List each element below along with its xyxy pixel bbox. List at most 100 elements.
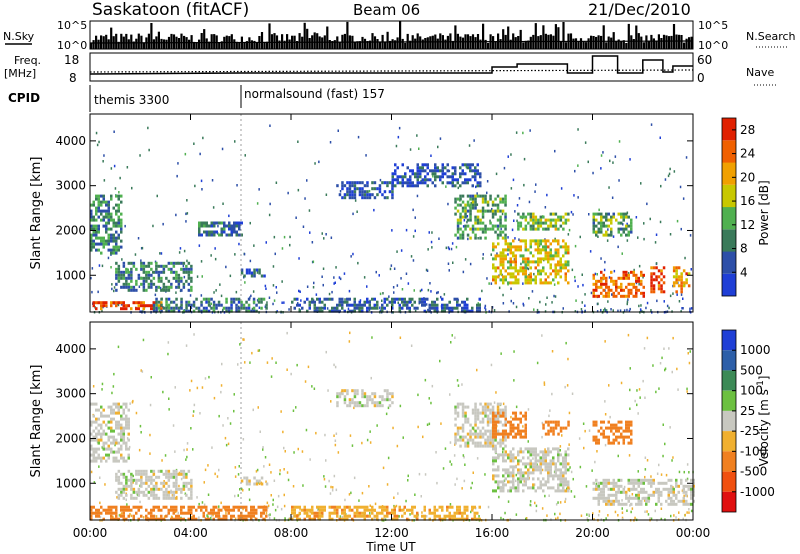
echo-cell	[519, 474, 522, 478]
echo-cell	[413, 306, 416, 310]
echo-cell	[122, 264, 126, 268]
echo-cell	[428, 508, 431, 512]
echo-cell	[514, 417, 517, 421]
echo-cell	[115, 456, 118, 460]
echo-cell	[90, 517, 93, 521]
echo-cell	[496, 441, 500, 445]
echo-speck	[350, 255, 352, 258]
echo-speck	[190, 427, 192, 430]
echo-cell	[615, 285, 618, 289]
echo-cell	[459, 184, 462, 188]
echo-cell	[672, 269, 676, 273]
echo-cell	[363, 508, 366, 512]
echo-cell	[155, 288, 158, 292]
echo-cell	[105, 230, 108, 234]
echo-cell	[512, 456, 515, 460]
echo-speck	[118, 514, 121, 517]
echo-cell	[358, 514, 361, 518]
echo-cell	[255, 268, 259, 272]
echo-cell	[559, 429, 563, 433]
echo-cell	[567, 218, 570, 222]
echo-cell	[512, 477, 515, 481]
echo-cell	[202, 297, 206, 301]
colorbar-tick-label: 4	[740, 265, 748, 279]
echo-speck	[307, 365, 310, 369]
echo-cell	[557, 248, 560, 252]
colorbar-tick-label: 28	[740, 123, 755, 137]
echo-cell	[615, 279, 618, 283]
echo-speck	[220, 501, 222, 505]
echo-cell	[461, 306, 464, 310]
echo-cell	[627, 233, 630, 237]
echo-cell	[524, 480, 527, 484]
echo-cell	[660, 272, 663, 276]
echo-speck	[412, 208, 414, 212]
echo-speck	[439, 137, 442, 140]
echo-cell	[532, 486, 535, 490]
echo-cell	[610, 423, 613, 427]
echo-cell	[476, 163, 479, 167]
echo-cell	[471, 230, 475, 234]
echo-cell	[162, 484, 166, 488]
echo-cell	[140, 276, 143, 280]
echo-cell	[504, 242, 507, 246]
echo-cell	[494, 230, 497, 234]
echo-speck	[252, 290, 255, 293]
echo-cell	[132, 517, 135, 521]
echo-cell	[125, 447, 128, 451]
echo-cell	[358, 404, 362, 408]
echo-cell	[105, 432, 108, 436]
echo-cell	[486, 435, 490, 439]
echo-cell	[496, 429, 500, 433]
echo-cell	[102, 508, 105, 512]
echo-speck	[126, 503, 128, 506]
echo-cell	[403, 511, 406, 515]
echo-speck	[436, 291, 438, 295]
echo-cell	[147, 484, 151, 488]
echo-cell	[539, 465, 542, 469]
echo-speck	[270, 471, 272, 474]
echo-cell	[527, 456, 530, 460]
echo-cell	[537, 218, 540, 222]
date-label: 21/Dec/2010	[588, 0, 691, 19]
echo-cell	[600, 291, 603, 295]
echo-cell	[557, 489, 560, 493]
echo-cell	[175, 469, 178, 473]
y-tick-label: 2000	[55, 223, 86, 237]
echo-cell	[110, 194, 113, 198]
echo-cell	[474, 206, 477, 210]
echo-cell	[444, 172, 447, 176]
echo-speck	[322, 283, 324, 287]
echo-cell	[456, 197, 460, 201]
echo-cell	[595, 294, 598, 298]
echo-cell	[90, 432, 93, 436]
echo-cell	[172, 517, 175, 521]
echo-cell	[592, 212, 595, 216]
echo-cell	[657, 281, 661, 285]
echo-speck	[518, 197, 521, 200]
echo-cell	[127, 438, 130, 442]
echo-speck	[191, 516, 193, 519]
echo-cell	[187, 505, 190, 509]
echo-cell	[479, 429, 482, 433]
echo-cell	[529, 260, 532, 264]
echo-cell	[125, 307, 128, 311]
echo-cell	[484, 408, 487, 412]
echo-speck	[281, 247, 284, 250]
echo-cell	[459, 426, 462, 430]
echo-cell	[170, 270, 173, 274]
echo-speck	[339, 515, 342, 518]
echo-speck	[368, 485, 370, 488]
echo-cell	[539, 239, 542, 243]
echo-cell	[363, 303, 366, 307]
echo-cell	[620, 215, 623, 219]
echo-cell	[147, 273, 151, 277]
echo-speck	[672, 456, 674, 459]
echo-cell	[547, 227, 550, 231]
echo-cell	[303, 508, 306, 512]
echo-speck	[248, 488, 250, 491]
echo-cell	[137, 472, 141, 476]
echo-cell	[413, 514, 416, 518]
echo-cell	[459, 215, 462, 219]
echo-speck	[322, 306, 324, 310]
